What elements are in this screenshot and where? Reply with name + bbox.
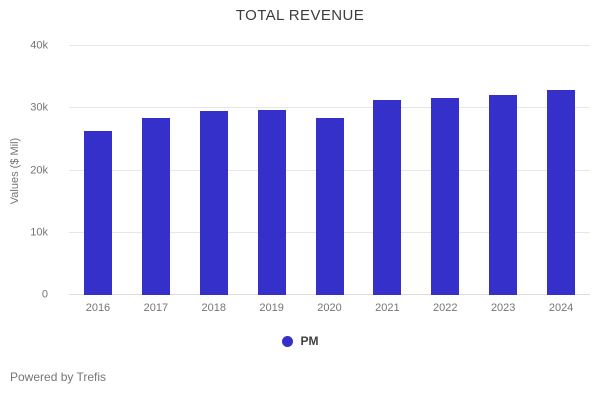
y-tick-20k: 20k (30, 164, 48, 176)
legend-dot-icon[interactable] (281, 335, 293, 347)
bar-slot-2018 (185, 46, 243, 295)
x-label-2024: 2024 (548, 302, 574, 314)
bar-2022[interactable] (431, 98, 460, 295)
plot-area (69, 45, 590, 295)
bar-slot-2024 (532, 46, 590, 295)
x-label-2022: 2022 (433, 302, 458, 314)
x-label-2016: 2016 (85, 302, 111, 314)
x-label-2021: 2021 (375, 302, 400, 314)
bar-slot-2016 (69, 46, 127, 295)
bar-2016[interactable] (83, 130, 112, 295)
bar-2018[interactable] (199, 111, 228, 295)
x-label-2017: 2017 (143, 302, 169, 314)
legend-label[interactable]: PM (300, 334, 319, 348)
x-label-2020: 2020 (317, 302, 342, 314)
y-tick-0: 0 (41, 288, 48, 301)
x-label-2019: 2019 (259, 302, 284, 314)
bar-2021[interactable] (373, 100, 402, 295)
bar-slot-2019 (243, 46, 301, 295)
bar-slot-2020 (301, 46, 359, 295)
bar-2023[interactable] (489, 94, 518, 295)
x-label-2018: 2018 (201, 302, 226, 314)
y-axis-ticks: 0 10k 20k 30k 40k (0, 40, 48, 300)
bar-2024[interactable] (547, 90, 576, 295)
bar-slot-2023 (474, 46, 532, 295)
legend: PM (0, 333, 600, 349)
y-tick-40k: 40k (30, 39, 48, 52)
bar-2020[interactable] (315, 117, 344, 295)
chart-title: TOTAL REVENUE (235, 7, 365, 24)
bar-slot-2017 (127, 46, 185, 295)
bar-slot-2021 (358, 46, 416, 295)
bars-row (69, 46, 590, 295)
gridline-40k (69, 45, 590, 46)
gridline-30k (69, 107, 590, 109)
bar-2017[interactable] (141, 117, 170, 295)
x-label-2023: 2023 (490, 302, 516, 314)
bar-2019[interactable] (257, 109, 286, 295)
powered-by-trefis[interactable]: Powered by Trefis (10, 370, 107, 384)
x-axis-labels: 2016 2017 2018 2019 2020 2021 2022 2023 2024 (69, 302, 590, 314)
y-tick-10k: 10k (30, 226, 48, 239)
y-tick-30k: 30k (30, 101, 48, 114)
bar-slot-2022 (416, 46, 474, 295)
